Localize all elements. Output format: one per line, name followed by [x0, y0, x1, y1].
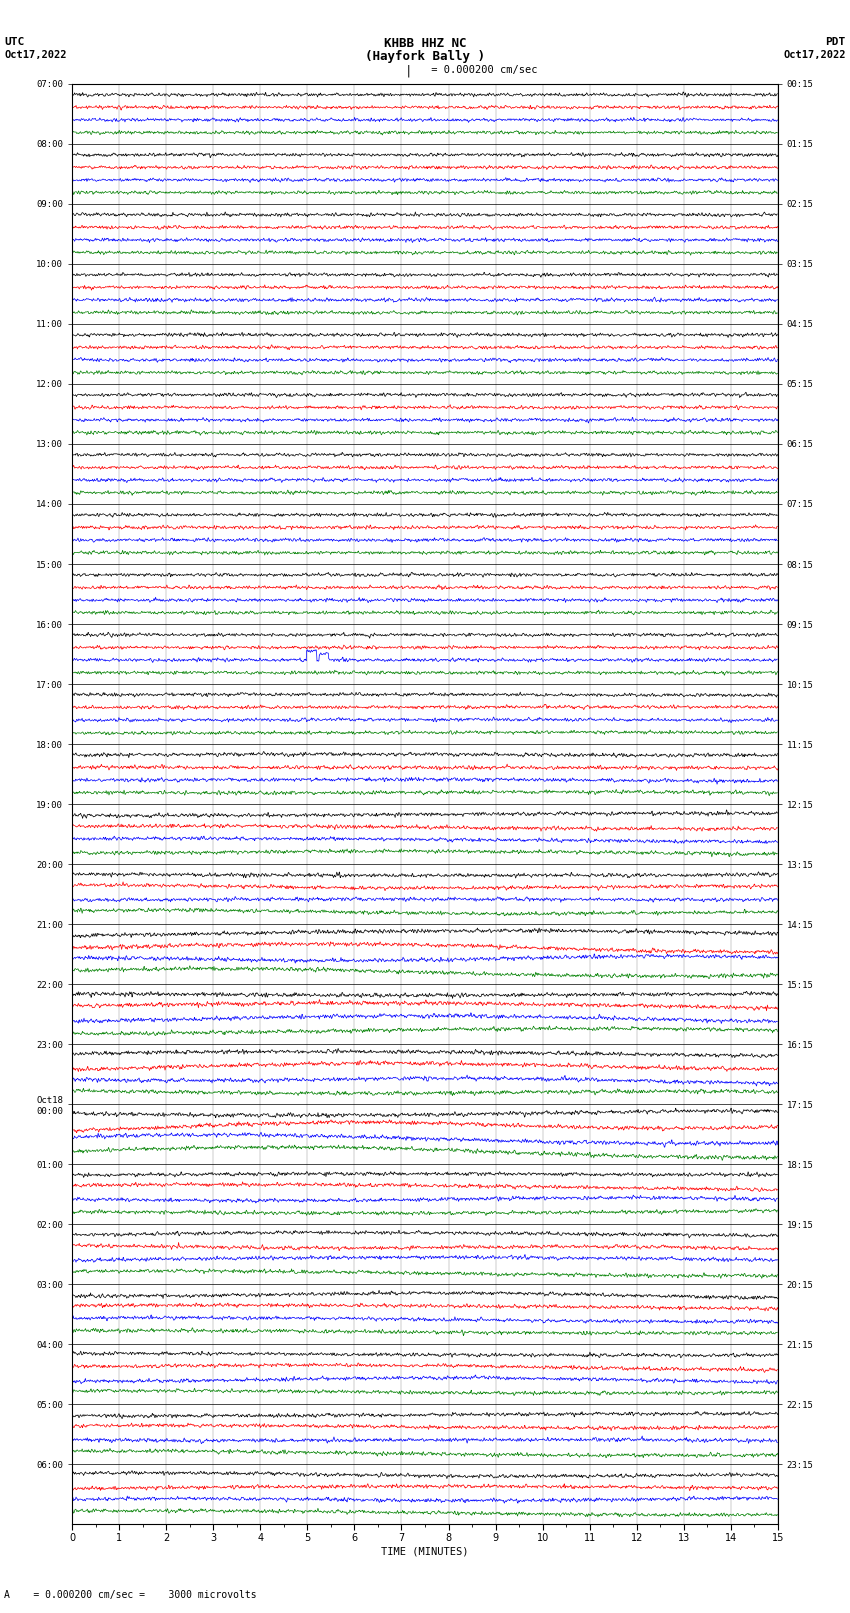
Text: Oct17,2022: Oct17,2022: [4, 50, 67, 60]
Text: A    = 0.000200 cm/sec =    3000 microvolts: A = 0.000200 cm/sec = 3000 microvolts: [4, 1590, 257, 1600]
Text: KHBB HHZ NC: KHBB HHZ NC: [383, 37, 467, 50]
Text: = 0.000200 cm/sec: = 0.000200 cm/sec: [425, 65, 537, 74]
Text: |: |: [405, 65, 411, 77]
Text: PDT: PDT: [825, 37, 846, 47]
Text: Oct17,2022: Oct17,2022: [783, 50, 846, 60]
Text: (Hayfork Bally ): (Hayfork Bally ): [365, 50, 485, 63]
Text: UTC: UTC: [4, 37, 25, 47]
X-axis label: TIME (MINUTES): TIME (MINUTES): [382, 1547, 468, 1557]
